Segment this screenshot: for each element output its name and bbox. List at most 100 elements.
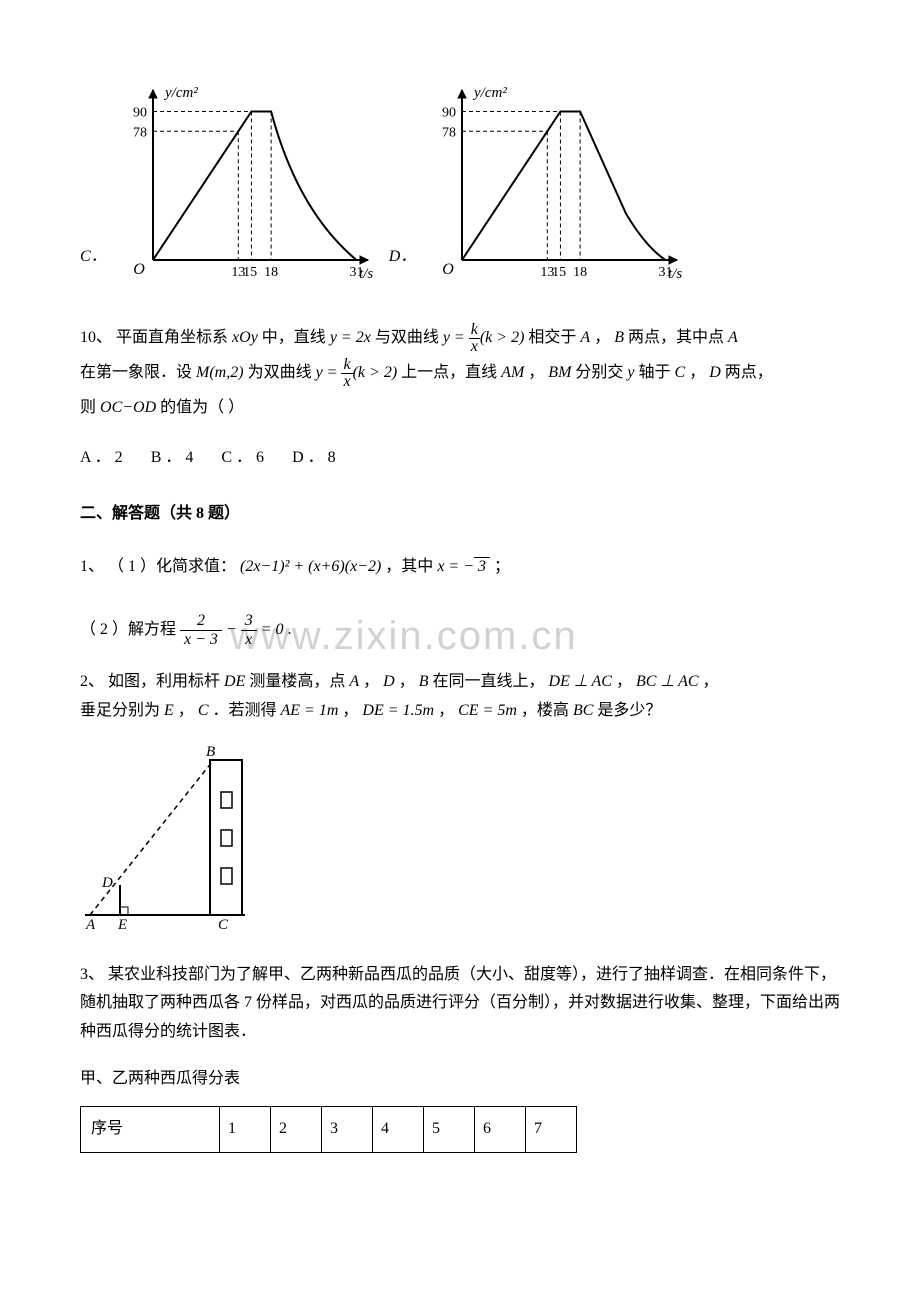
svg-text:18: 18 bbox=[264, 265, 278, 280]
f1n: 2 bbox=[180, 612, 222, 631]
q2-c5: ， bbox=[438, 702, 458, 719]
q10-t14: 两点， bbox=[725, 364, 773, 381]
svg-text:y/cm²: y/cm² bbox=[472, 85, 507, 101]
graph-c-label: C． bbox=[80, 243, 107, 272]
q10-t8: 为双曲线 bbox=[248, 364, 312, 381]
q10-t10: ， bbox=[528, 364, 544, 381]
svg-text:O: O bbox=[133, 261, 145, 278]
svg-text:15: 15 bbox=[552, 265, 566, 280]
q1-p2a: （ 2 ）解方程 bbox=[80, 621, 180, 638]
q2-CEv: CE = 5m bbox=[458, 702, 517, 719]
svg-text:D: D bbox=[101, 875, 113, 891]
q10-t5: ， bbox=[594, 329, 614, 346]
option-a: A ． 2 bbox=[80, 444, 123, 473]
q10-sys: xOy bbox=[232, 329, 258, 346]
svg-text:y/cm²: y/cm² bbox=[163, 85, 198, 101]
svg-text:78: 78 bbox=[133, 125, 147, 140]
f1d: x − 3 bbox=[180, 631, 222, 649]
table-col: 1 bbox=[220, 1106, 271, 1152]
q10-A2: A bbox=[728, 329, 738, 346]
graph-row: C． O789013151831y/cm²t/s D． O78901315183… bbox=[80, 80, 840, 280]
table-col: 6 bbox=[475, 1106, 526, 1152]
q10-number: 10、 bbox=[80, 329, 112, 346]
q10-eq2a: y = kx(k > 2) bbox=[443, 329, 525, 346]
q2-B: B bbox=[419, 673, 429, 690]
section-2-header: 二、解答题（共 8 题） bbox=[80, 500, 840, 529]
table-header-label: 序号 bbox=[81, 1106, 220, 1152]
minus: − bbox=[226, 621, 241, 638]
q2-AE: AE = 1m bbox=[281, 702, 339, 719]
svg-text:E: E bbox=[117, 917, 127, 930]
q2-perp2: BC ⊥ AC bbox=[636, 673, 699, 690]
q2-diagram-svg: AECDB bbox=[80, 740, 250, 930]
eq2den: x bbox=[469, 339, 480, 355]
table-row: 序号 1 2 3 4 5 6 7 bbox=[81, 1106, 577, 1152]
q1-number: 1、 bbox=[80, 558, 104, 575]
q1-p1b: ，其中 bbox=[385, 558, 437, 575]
q10-eq2b: y = kx(k > 2) bbox=[316, 364, 398, 381]
eq2pre: y = bbox=[443, 329, 469, 346]
q2-DE: DE bbox=[224, 673, 245, 690]
q10-M: M(m,2) bbox=[196, 364, 244, 381]
q2-c4: ， bbox=[342, 702, 362, 719]
eq2pre2: y = bbox=[316, 364, 342, 381]
eq2cond2: (k > 2) bbox=[353, 364, 398, 381]
table-col: 4 bbox=[373, 1106, 424, 1152]
q2-c1: ， bbox=[363, 673, 383, 690]
f2d: x bbox=[241, 631, 257, 649]
problem-s2-1: 1、 （ 1 ）化简求值： (2x−1)² + (x+6)(x−2) ，其中 x… bbox=[80, 553, 840, 648]
table-col: 7 bbox=[526, 1106, 577, 1152]
q10-y: y bbox=[627, 364, 634, 381]
q10-t13: ， bbox=[689, 364, 709, 381]
problem-10: 10、 平面直角坐标系 xOy 中，直线 y = 2x 与双曲线 y = kx(… bbox=[80, 320, 840, 472]
q2-tb: 测量楼高，点 bbox=[249, 673, 349, 690]
q10-t11: 分别交 bbox=[575, 364, 627, 381]
q10-C: C bbox=[675, 364, 686, 381]
q2-tc: 在同一直线上， bbox=[433, 673, 549, 690]
svg-text:15: 15 bbox=[243, 265, 257, 280]
f2n: 3 bbox=[241, 612, 257, 631]
q1-rad: 3 bbox=[478, 558, 486, 575]
option-c: C ． 6 bbox=[221, 444, 264, 473]
q2-E: E bbox=[164, 702, 174, 719]
q3-number: 3、 bbox=[80, 966, 104, 983]
q2-C: C bbox=[198, 702, 209, 719]
q2-line1: 2、 如图，利用标杆 DE 测量楼高，点 A ， D ， B 在同一直线上， D… bbox=[80, 668, 840, 697]
svg-text:t/s: t/s bbox=[668, 266, 682, 280]
q10-A: A bbox=[580, 329, 590, 346]
eq2num2: k bbox=[341, 357, 352, 374]
q1-p1a: （ 1 ）化简求值： bbox=[108, 558, 240, 575]
graph-d: O789013151831y/cm²t/s bbox=[422, 80, 692, 280]
q10-t12: 轴于 bbox=[639, 364, 671, 381]
q10-options: A ． 2 B ． 4 C ． 6 D ． 8 bbox=[80, 444, 840, 473]
q2-number: 2、 bbox=[80, 673, 104, 690]
table-col: 5 bbox=[424, 1106, 475, 1152]
q2-tg: 是多少？ bbox=[597, 702, 661, 719]
q10-t2: 中，直线 bbox=[262, 329, 330, 346]
q2-diagram: AECDB bbox=[80, 740, 840, 941]
q10-D: D bbox=[709, 364, 721, 381]
table-col: 3 bbox=[322, 1106, 373, 1152]
problem-s2-3: 3、 某农业科技部门为了解甲、乙两种新品西瓜的品质（大小、甜度等），进行了抽样调… bbox=[80, 961, 840, 1153]
q1-punct: ； bbox=[494, 558, 510, 575]
svg-text:C: C bbox=[218, 917, 229, 930]
graph-d-label: D． bbox=[389, 243, 417, 272]
q10-AM: AM bbox=[501, 364, 524, 381]
q1-e2pre: x = − bbox=[437, 558, 474, 575]
q2-BC: BC bbox=[573, 702, 593, 719]
table-col: 2 bbox=[271, 1106, 322, 1152]
eq2cond: (k > 2) bbox=[480, 329, 525, 346]
q10-t15: 则 bbox=[80, 399, 100, 416]
q3-caption: 甲、乙两种西瓜得分表 bbox=[80, 1065, 840, 1094]
q2-A: A bbox=[349, 673, 359, 690]
q10-t6: 两点，其中点 bbox=[628, 329, 728, 346]
svg-text:78: 78 bbox=[442, 125, 456, 140]
q1-part2: （ 2 ）解方程 2x − 3 − 3x = 0 . bbox=[80, 612, 840, 648]
svg-text:O: O bbox=[442, 261, 454, 278]
q1-end: . bbox=[288, 621, 292, 638]
q2-tf: ，楼高 bbox=[521, 702, 573, 719]
svg-text:18: 18 bbox=[573, 265, 587, 280]
q10-diff: OC−OD bbox=[100, 399, 156, 416]
q10-eq1: y = 2x bbox=[330, 329, 371, 346]
q1-part1: 1、 （ 1 ）化简求值： (2x−1)² + (x+6)(x−2) ，其中 x… bbox=[80, 553, 840, 582]
